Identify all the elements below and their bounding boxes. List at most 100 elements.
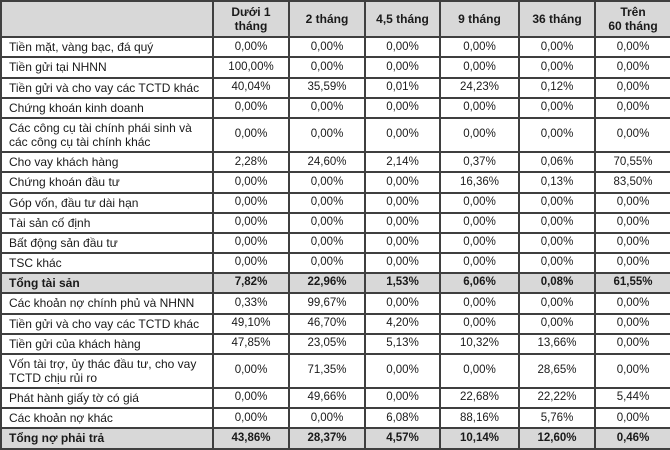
- cell-value: 0,00%: [288, 36, 366, 59]
- cell-value: 0,00%: [518, 312, 596, 335]
- cell-value: 0,00%: [212, 352, 290, 390]
- cell-value: 0,00%: [518, 56, 596, 79]
- cell-value: 0,00%: [439, 211, 520, 234]
- table-row: Bất động sản đầu tư 0,00% 0,00% 0,00% 0,00% 0…: [0, 231, 670, 255]
- table-row: Tiền gửi của khách hàng 47,85% 23,05% 5,13%…: [0, 332, 670, 355]
- cell-value: 6,08%: [364, 407, 441, 430]
- cell-value: 49,66%: [288, 387, 366, 410]
- cell-value: 0,00%: [364, 116, 441, 154]
- cell-value: 0,00%: [439, 352, 520, 390]
- cell-value: 0,00%: [288, 407, 366, 430]
- cell-value: 0,13%: [518, 171, 596, 194]
- cell-value: 0,06%: [518, 151, 596, 174]
- cell-value: 61,55%: [594, 272, 670, 295]
- cell-value: 0,00%: [518, 191, 596, 214]
- table-row: Tiền gửi và cho vay các TCTD khác 40,04% 3…: [0, 76, 670, 99]
- cell-value: 0,33%: [212, 292, 290, 315]
- cell-value: 0,00%: [439, 116, 520, 154]
- cell-value: 0,00%: [594, 211, 670, 234]
- cell-value: 4,57%: [364, 427, 441, 450]
- cell-value: 0,00%: [288, 211, 366, 234]
- cell-value: 49,10%: [212, 312, 290, 335]
- cell-value: 0,00%: [594, 407, 670, 430]
- cell-value: 6,06%: [439, 272, 520, 295]
- cell-value: 0,00%: [439, 231, 520, 255]
- cell-value: 0,00%: [518, 231, 596, 255]
- column-header: Trên 60 tháng: [594, 0, 670, 39]
- cell-value: 0,00%: [594, 36, 670, 59]
- cell-value: 40,04%: [212, 76, 290, 99]
- row-label: Bất động sản đầu tư: [0, 231, 214, 255]
- cell-value: 0,00%: [439, 312, 520, 335]
- cell-value: 0,00%: [518, 211, 596, 234]
- cell-value: 0,00%: [439, 36, 520, 59]
- row-label: TSC khác: [0, 252, 214, 275]
- cell-value: 0,00%: [212, 407, 290, 430]
- cell-value: 0,00%: [364, 387, 441, 410]
- table-row: Tiền gửi tại NHNN 100,00% 0,00% 0,00% 0,00% 0…: [0, 56, 670, 79]
- cell-value: 46,70%: [288, 312, 366, 335]
- cell-value: 0,08%: [518, 272, 596, 295]
- cell-value: 4,20%: [364, 312, 441, 335]
- table-row: TSC khác 0,00% 0,00% 0,00% 0,00% 0,00% 0,00%: [0, 252, 670, 275]
- table-row: Tiền mặt, vàng bạc, đá quý 0,00% 0,00% 0,00…: [0, 36, 670, 59]
- row-label: Tiền gửi và cho vay các TCTD khác: [0, 76, 214, 99]
- table-row: Các khoản nợ khác 0,00% 0,00% 6,08% 88,16% 5,…: [0, 407, 670, 430]
- cell-value: 88,16%: [439, 407, 520, 430]
- cell-value: 0,00%: [364, 191, 441, 214]
- cell-value: 28,37%: [288, 427, 366, 450]
- cell-value: 0,46%: [594, 427, 670, 450]
- table-row: Chứng khoán kinh doanh 0,00% 0,00% 0,00% 0,0…: [0, 96, 670, 119]
- cell-value: 0,00%: [594, 332, 670, 355]
- cell-value: 0,00%: [594, 56, 670, 79]
- row-label: Phát hành giấy tờ có giá: [0, 387, 214, 410]
- cell-value: 0,37%: [439, 151, 520, 174]
- cell-value: 99,67%: [288, 292, 366, 315]
- cell-value: 0,00%: [288, 171, 366, 194]
- row-label: Các khoản nợ chính phủ và NHNN: [0, 292, 214, 315]
- row-label: Tổng nợ phải trả: [0, 427, 214, 450]
- cell-value: 0,00%: [288, 56, 366, 79]
- cell-value: 0,00%: [212, 116, 290, 154]
- column-header: 2 tháng: [288, 0, 366, 39]
- cell-value: 12,60%: [518, 427, 596, 450]
- row-label: Các công cụ tài chính phái sinh và các c…: [0, 116, 214, 154]
- cell-value: 10,14%: [439, 427, 520, 450]
- cell-value: 2,14%: [364, 151, 441, 174]
- cell-value: 0,00%: [518, 252, 596, 275]
- cell-value: 24,23%: [439, 76, 520, 99]
- cell-value: 22,96%: [288, 272, 366, 295]
- cell-value: 7,82%: [212, 272, 290, 295]
- cell-value: 0,00%: [594, 252, 670, 275]
- cell-value: 0,00%: [594, 116, 670, 154]
- cell-value: 0,00%: [594, 76, 670, 99]
- table-row: Các công cụ tài chính phái sinh và các c…: [0, 116, 670, 154]
- cell-value: 0,00%: [518, 96, 596, 119]
- row-label: Góp vốn, đầu tư dài hạn: [0, 191, 214, 214]
- cell-value: 0,00%: [364, 56, 441, 79]
- cell-value: 0,00%: [364, 352, 441, 390]
- table-body: Tiền mặt, vàng bạc, đá quý 0,00% 0,00% 0,00…: [0, 36, 670, 450]
- cell-value: 1,53%: [364, 272, 441, 295]
- cell-value: 0,00%: [364, 292, 441, 315]
- cell-value: 70,55%: [594, 151, 670, 174]
- total-row: Tổng tài sản 7,82% 22,96% 1,53% 6,06% 0,08% 61…: [0, 272, 670, 295]
- cell-value: 100,00%: [212, 56, 290, 79]
- cell-value: 0,00%: [594, 96, 670, 119]
- cell-value: 0,00%: [518, 292, 596, 315]
- cell-value: 83,50%: [594, 171, 670, 194]
- cell-value: 0,00%: [364, 96, 441, 119]
- cell-value: 0,00%: [364, 171, 441, 194]
- cell-value: 0,00%: [288, 116, 366, 154]
- table-row: Phát hành giấy tờ có giá 0,00% 49,66% 0,00%…: [0, 387, 670, 410]
- cell-value: 0,00%: [288, 252, 366, 275]
- table-row: Tài sản cố định 0,00% 0,00% 0,00% 0,00% 0,00%…: [0, 211, 670, 234]
- cell-value: 0,00%: [594, 352, 670, 390]
- cell-value: 0,00%: [518, 116, 596, 154]
- cell-value: 0,00%: [439, 252, 520, 275]
- table-row: Vốn tài trợ, ủy thác đầu tư, cho vay TCT…: [0, 352, 670, 390]
- cell-value: 0,00%: [364, 231, 441, 255]
- cell-value: 10,32%: [439, 332, 520, 355]
- cell-value: 0,00%: [212, 171, 290, 194]
